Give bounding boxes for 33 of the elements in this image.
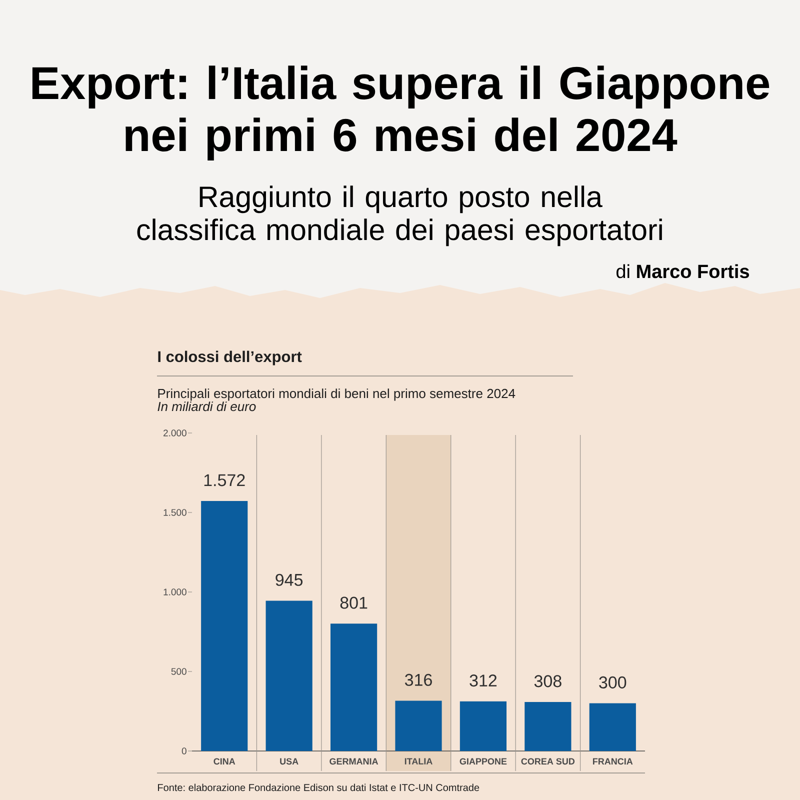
x-tick-label: COREA SUD xyxy=(521,758,575,765)
x-tick-label: GERMANIA xyxy=(330,758,378,765)
x-tick-label: ITALIA xyxy=(404,758,432,764)
x-tick-label: GIAPPONE xyxy=(460,758,507,765)
data-label: 801 xyxy=(340,596,368,609)
data-label: 945 xyxy=(276,574,303,586)
y-tick-label: 2.000 xyxy=(164,430,186,436)
chart-subtitle: Raggiunto il quarto posto nella classifica mondiale dei paesi esportatori xyxy=(137,186,662,246)
data-label: 308 xyxy=(534,675,562,688)
bar xyxy=(460,701,507,751)
data-label: 312 xyxy=(470,674,497,687)
bar xyxy=(589,703,636,751)
x-tick-label: USA xyxy=(280,758,298,765)
bar xyxy=(266,600,312,751)
y-tick-label: 1.000 xyxy=(164,588,186,596)
text: Principali esportatori mondiali di beni nel primo semestre 2024 xyxy=(158,388,516,401)
data-label: 1.572 xyxy=(204,474,245,486)
y-axis-title: In miliardi di euro xyxy=(158,402,256,412)
bar xyxy=(395,700,442,751)
text: di Marco Fortis xyxy=(616,264,750,278)
text: I colossi dell’export xyxy=(158,350,302,366)
bar xyxy=(201,501,248,751)
y-tick-label: 0 xyxy=(182,748,186,754)
chart-title: Export: l’Italia supera il Giappone nei primi 6 mesi del 2024 xyxy=(32,66,770,161)
y-tick-label: 1.500 xyxy=(164,509,186,516)
source-note: Fonte: elaborazione Fondazione Edison su dati Istat e ITC-UN Comtrade xyxy=(158,784,480,792)
y-tick-label: 500 xyxy=(171,668,186,675)
bar xyxy=(330,624,378,751)
x-tick-label: FRANCIA xyxy=(593,758,633,765)
data-label: 316 xyxy=(404,674,432,686)
x-tick-label: CINA xyxy=(214,758,236,765)
data-label: 300 xyxy=(599,676,626,688)
bar xyxy=(524,702,572,751)
